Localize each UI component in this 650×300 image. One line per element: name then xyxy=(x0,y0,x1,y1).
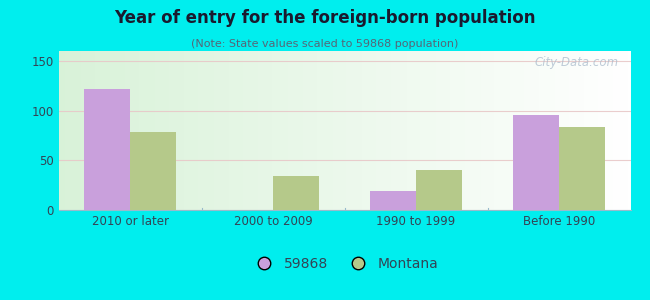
Bar xyxy=(416,170,462,210)
Bar xyxy=(514,115,559,210)
Text: Year of entry for the foreign-born population: Year of entry for the foreign-born popul… xyxy=(114,9,536,27)
Bar xyxy=(370,191,416,210)
Bar xyxy=(559,127,604,210)
Legend: 59868, Montana: 59868, Montana xyxy=(245,251,444,276)
Text: (Note: State values scaled to 59868 population): (Note: State values scaled to 59868 popu… xyxy=(191,39,459,49)
Bar xyxy=(273,176,318,210)
Bar xyxy=(84,89,130,210)
Text: City-Data.com: City-Data.com xyxy=(535,56,619,69)
Bar xyxy=(130,133,176,210)
